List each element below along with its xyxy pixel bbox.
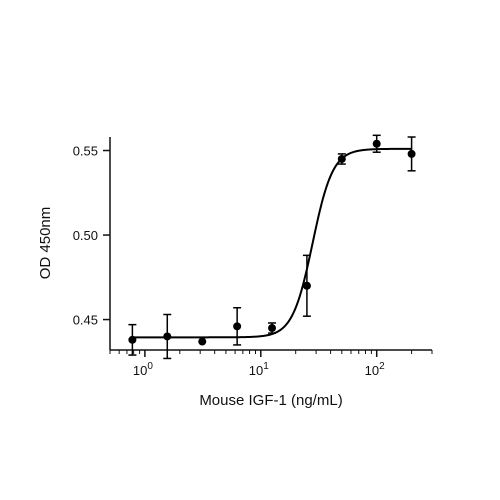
x-tick-label: 101 bbox=[249, 361, 269, 378]
x-axis-title: Mouse IGF-1 (ng/mL) bbox=[199, 392, 342, 409]
data-point bbox=[163, 332, 172, 341]
data-point bbox=[372, 139, 381, 148]
data-point bbox=[128, 335, 137, 344]
y-tick-label: 0.55 bbox=[73, 144, 98, 159]
data-point bbox=[337, 154, 346, 163]
data-point bbox=[302, 281, 311, 290]
data-point bbox=[198, 337, 207, 346]
x-ticks: 100 101 102 bbox=[133, 350, 385, 378]
y-axis-title: OD 450nm bbox=[37, 207, 54, 280]
data-point bbox=[233, 322, 242, 331]
data-point bbox=[407, 149, 416, 158]
data-point bbox=[268, 324, 277, 333]
y-tick-label: 0.50 bbox=[73, 228, 98, 243]
x-minor-ticks bbox=[109, 350, 433, 354]
y-ticks: 0.45 0.50 0.55 bbox=[73, 144, 110, 328]
x-tick-label: 100 bbox=[133, 361, 153, 378]
fit-curve bbox=[132, 147, 412, 339]
y-tick-label: 0.45 bbox=[73, 313, 98, 328]
data-markers bbox=[128, 139, 416, 346]
x-tick-label: 102 bbox=[365, 361, 385, 378]
axes bbox=[109, 137, 432, 351]
